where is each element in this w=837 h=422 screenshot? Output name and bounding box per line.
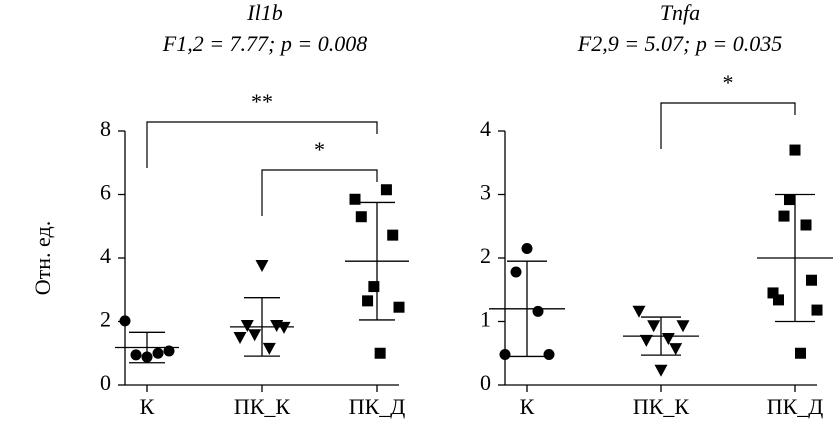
point [262, 342, 276, 355]
y-tick-label: 0 [480, 370, 491, 395]
y-tick-label: 2 [100, 307, 111, 332]
point [647, 320, 661, 333]
point [773, 294, 784, 306]
point [499, 349, 511, 361]
point [233, 332, 247, 345]
point [767, 287, 779, 299]
significance-bracket [146, 121, 378, 168]
y-axis-label: Отн. ед. [30, 221, 55, 295]
point [806, 274, 817, 286]
point [784, 194, 795, 206]
point [349, 193, 361, 205]
y-tick-label: 4 [480, 116, 491, 141]
point [800, 219, 812, 231]
point [778, 210, 790, 222]
point [130, 349, 142, 361]
point [255, 259, 269, 272]
point [355, 211, 367, 223]
y-tick-label: 0 [100, 370, 111, 395]
point [248, 329, 262, 342]
point [532, 305, 544, 317]
point [387, 229, 399, 241]
y-tick-label: 6 [100, 180, 111, 205]
y-tick-label: 1 [480, 307, 491, 332]
significance-label: ** [251, 89, 273, 114]
point [543, 349, 555, 361]
point [676, 320, 690, 333]
significance-label: * [723, 70, 734, 95]
point [119, 315, 131, 327]
x-tick-label: К [520, 394, 535, 419]
chart-subtitle: F2,9 = 5.07; p = 0.035 [577, 31, 782, 56]
point [374, 347, 386, 359]
significance-label: * [314, 137, 325, 162]
point [795, 347, 806, 359]
point [669, 343, 683, 356]
point [163, 345, 175, 357]
x-tick-label: ПК_Д [349, 394, 406, 419]
point [654, 364, 668, 377]
y-tick-label: 8 [100, 116, 111, 141]
point [789, 144, 801, 156]
point [632, 305, 646, 318]
significance-bracket [261, 169, 378, 216]
point [277, 321, 291, 334]
x-tick-label: ПК_К [234, 394, 291, 419]
point [521, 242, 533, 254]
x-tick-label: К [140, 394, 155, 419]
chart-subtitle: F1,2 = 7.77; p = 0.008 [162, 31, 367, 56]
point [240, 319, 254, 332]
x-tick-label: ПК_К [633, 394, 690, 419]
point [811, 304, 823, 316]
point [152, 347, 164, 359]
y-tick-label: 4 [100, 243, 111, 268]
point [510, 266, 522, 278]
chart-title: Il1b [246, 0, 282, 25]
x-tick-label: ПК_Д [767, 394, 824, 419]
chart-title: Tnfa [660, 0, 700, 25]
point [362, 295, 374, 307]
y-tick-label: 2 [480, 243, 491, 268]
point [393, 301, 405, 313]
point [639, 334, 653, 347]
point [380, 184, 392, 196]
significance-bracket [660, 102, 796, 149]
point [368, 281, 380, 293]
y-tick-label: 3 [480, 180, 491, 205]
